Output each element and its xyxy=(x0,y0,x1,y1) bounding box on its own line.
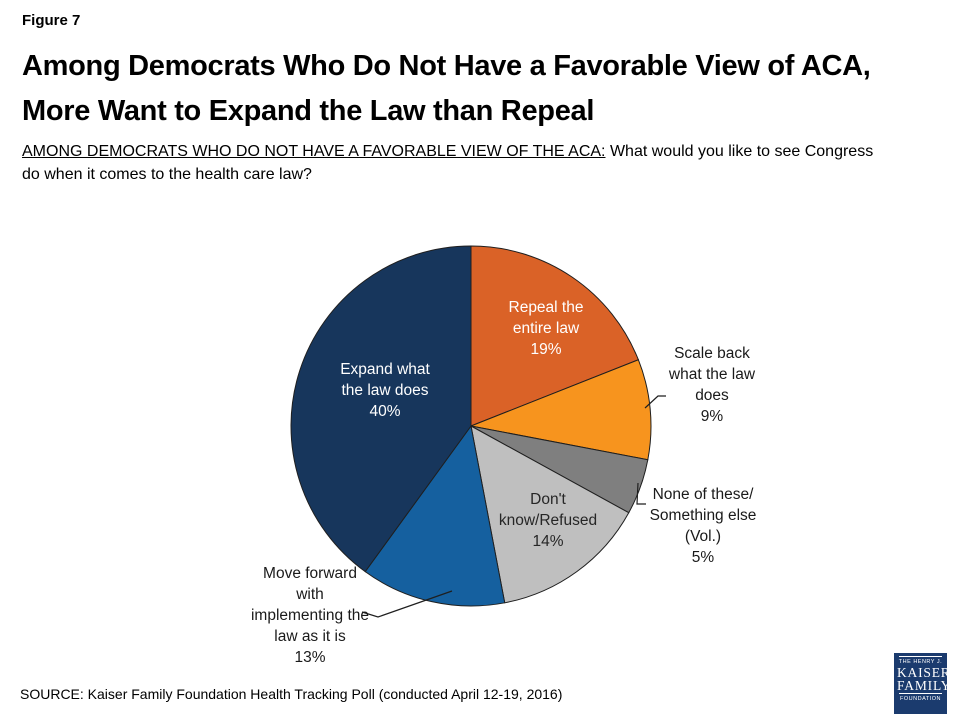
slice-label-scale-back: Scale back what the law does 9% xyxy=(657,343,767,427)
slice-label-line: does xyxy=(695,387,729,404)
chart-title: Among Democrats Who Do Not Have a Favora… xyxy=(22,44,956,134)
slice-label-line: None of these/ xyxy=(652,486,754,503)
pie-slices xyxy=(290,245,652,607)
slice-label-move-forward: Move forward with implementing the law a… xyxy=(243,563,377,668)
slice-label-line: with xyxy=(296,586,324,603)
survey-question: AMONG DEMOCRATS WHO DO NOT HAVE A FAVORA… xyxy=(22,141,952,186)
pie-slice-repeal xyxy=(470,245,640,427)
slice-percent: 14% xyxy=(532,533,564,550)
chart-title-line2: More Want to Expand the Law than Repeal xyxy=(22,95,595,127)
logo-text-family: FAMILY xyxy=(897,678,952,693)
subtitle-underlined: AMONG DEMOCRATS WHO DO NOT HAVE A FAVORA… xyxy=(22,143,606,160)
slice-percent: 5% xyxy=(691,549,715,566)
leader-line-scale-back xyxy=(644,395,666,409)
slice-label-line: the law does xyxy=(341,382,429,399)
slice-percent: 40% xyxy=(369,403,401,420)
slice-label-expand: Expand what the law does 40% xyxy=(326,359,444,422)
leader-line-move-forward xyxy=(361,590,453,618)
subtitle-text-line1: What would you like to see Congress xyxy=(609,143,874,160)
slice-label-line: what the law xyxy=(668,366,756,383)
slice-label-line: Move forward xyxy=(263,565,357,582)
leader-line-none-of-these xyxy=(636,482,646,505)
slice-percent: 19% xyxy=(530,341,562,358)
subtitle-text-line2: do when it comes to the health care law? xyxy=(22,165,312,183)
pie-slice-expand xyxy=(290,245,472,573)
slice-label-dont-know: Don't know/Refused 14% xyxy=(488,489,608,552)
slice-label-line: Scale back xyxy=(674,345,750,362)
slice-label-line: Expand what xyxy=(340,361,430,378)
slice-label-line: law as it is xyxy=(274,628,346,645)
slice-label-line: implementing the xyxy=(250,607,370,624)
kff-logo: THE HENRY J. KAISER FAMILY FOUNDATION xyxy=(894,653,952,714)
slice-label-line: Repeal the xyxy=(508,299,584,316)
logo-text-kaiser: KAISER xyxy=(897,665,951,680)
pie-slice-dont-know xyxy=(470,425,630,604)
figure-number: Figure 7 xyxy=(22,12,81,29)
slice-label-line: entire law xyxy=(512,320,580,337)
logo-rule xyxy=(899,656,942,657)
source-note: SOURCE: Kaiser Family Foundation Health … xyxy=(20,686,563,702)
chart-title-line1: Among Democrats Who Do Not Have a Favora… xyxy=(22,50,871,82)
slice-label-line: Don't xyxy=(530,491,566,508)
slice-percent: 13% xyxy=(294,649,326,666)
logo-text-foundation: FOUNDATION xyxy=(900,696,941,702)
slice-percent: 9% xyxy=(700,408,724,425)
slice-label-line: (Vol.) xyxy=(684,528,722,545)
slice-label-line: Something else xyxy=(649,507,757,524)
pie-slice-move-forward xyxy=(364,424,506,607)
slice-label-line: know/Refused xyxy=(498,512,598,529)
pie-slice-scale-back xyxy=(469,359,652,461)
logo-rule xyxy=(899,693,942,694)
slice-label-repeal: Repeal the entire law 19% xyxy=(491,297,601,360)
slice-label-none-of-these: None of these/ Something else (Vol.) 5% xyxy=(641,484,765,568)
logo-text-henry: THE HENRY J. xyxy=(898,659,943,665)
